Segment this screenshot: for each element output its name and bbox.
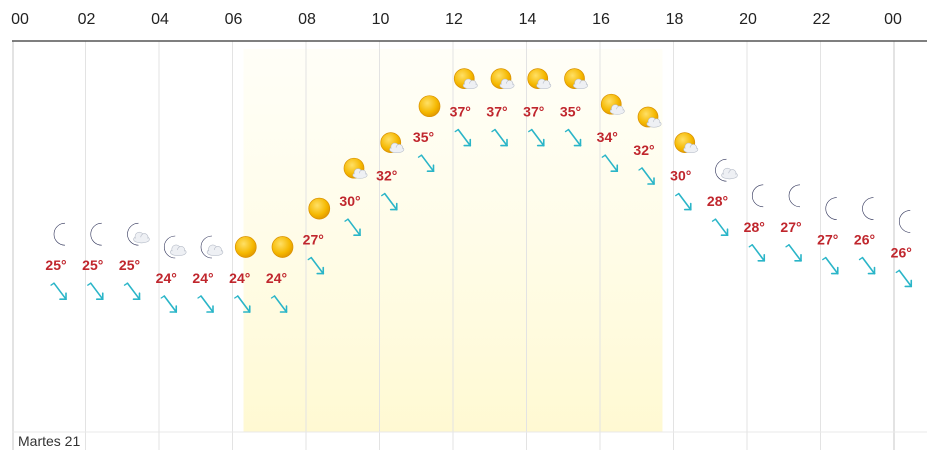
sun-icon [271, 236, 294, 258]
moon-icon [752, 184, 764, 208]
wind-arrow-icon [675, 192, 692, 211]
temperature-label: 35° [560, 104, 581, 120]
temperature-label: 26° [854, 232, 875, 248]
temperature-label: 27° [303, 232, 324, 248]
wind-arrow-icon [491, 128, 508, 147]
moon-icon [53, 222, 66, 246]
hour-ticks: 00 02 04 06 08 10 12 14 16 18 20 22 00 [11, 11, 902, 28]
temperature-label: 24° [266, 270, 287, 286]
temperature-label: 24° [229, 270, 250, 286]
wind-arrow-icon [528, 128, 545, 147]
temperature-label: 37° [486, 104, 507, 120]
moon-icon [825, 197, 837, 220]
weather-icons [53, 68, 911, 259]
temperature-label: 27° [780, 219, 801, 235]
sun-icon [308, 197, 331, 220]
temperature-label: 28° [707, 193, 728, 209]
temperature-labels: 25° 25° 25° 24° 24° 24° 24° 27° 30° 32° 35° 37° 37° 3… [45, 104, 911, 286]
temperature-label: 30° [670, 168, 691, 184]
day-label: Martes 21 [18, 433, 81, 449]
wind-arrow-icon [87, 282, 104, 301]
moon-cloud-icon [127, 222, 150, 246]
moon-icon [90, 222, 102, 246]
wind-arrow-icon [858, 256, 876, 275]
hour-tick-label: 08 [298, 11, 316, 28]
wind-arrow-icon [711, 218, 729, 236]
hour-tick-label: 10 [372, 11, 390, 28]
sun-cloud-icon [453, 68, 478, 90]
wind-arrow-icon [895, 269, 913, 288]
wind-arrow-icon [638, 167, 655, 185]
temperature-label: 25° [45, 257, 66, 273]
sun-cloud-icon [527, 68, 552, 90]
hour-tick-label: 16 [592, 11, 610, 28]
wind-arrow-icon [123, 282, 141, 301]
wind-arrows [50, 128, 913, 313]
hour-tick-label: 00 [11, 11, 29, 28]
hour-tick-label: 22 [813, 11, 831, 28]
hour-tick-label: 00 [884, 11, 902, 28]
moon-cloud-icon [715, 158, 738, 182]
wind-arrow-icon [454, 128, 472, 147]
temperature-label: 28° [744, 219, 765, 235]
temperature-label: 37° [523, 104, 544, 120]
moon-icon [899, 210, 911, 233]
wind-arrow-icon [307, 256, 325, 275]
sun-cloud-icon [564, 68, 588, 90]
moon-cloud-icon [200, 235, 224, 259]
wind-arrow-icon [417, 154, 435, 172]
wind-arrow-icon [601, 154, 619, 172]
moon-cloud-icon [164, 235, 187, 259]
temperature-label: 26° [891, 244, 912, 260]
sun-cloud-icon [380, 132, 405, 154]
temperature-label: 34° [597, 129, 618, 145]
wind-arrow-icon [344, 218, 361, 236]
temperature-label: 24° [156, 270, 177, 286]
wind-arrow-icon [822, 256, 839, 275]
wind-arrow-icon [160, 295, 178, 313]
temperature-label: 25° [82, 257, 103, 273]
wind-arrow-icon [748, 244, 766, 262]
hour-tick-label: 04 [151, 11, 169, 28]
hour-tick-label: 14 [519, 11, 537, 28]
hour-tick-label: 12 [445, 11, 463, 28]
temperature-label: 37° [450, 104, 471, 120]
moon-icon [788, 184, 801, 208]
wind-arrow-icon [381, 192, 398, 211]
sun-cloud-icon [637, 106, 662, 128]
hour-tick-label: 02 [78, 11, 96, 28]
wind-arrow-icon [197, 295, 214, 313]
temperature-label: 24° [192, 270, 213, 286]
hour-tick-label: 06 [225, 11, 243, 28]
sun-cloud-icon [490, 68, 515, 90]
sun-cloud-icon [343, 157, 368, 179]
temperature-label: 35° [413, 129, 434, 145]
wind-arrow-icon [50, 282, 67, 301]
sun-icon [234, 236, 257, 258]
grid-lines [12, 40, 927, 450]
hour-tick-label: 20 [739, 11, 757, 28]
moon-icon [862, 197, 874, 220]
sun-cloud-icon [674, 132, 699, 154]
temperature-label: 27° [817, 232, 838, 248]
hour-tick-label: 18 [666, 11, 684, 28]
wind-arrow-icon [785, 244, 802, 262]
temperature-label: 32° [376, 168, 397, 184]
temperature-label: 32° [633, 142, 654, 158]
wind-arrow-icon [270, 295, 288, 313]
sun-icon [418, 95, 441, 118]
temperature-label: 25° [119, 257, 140, 273]
wind-arrow-icon [234, 295, 251, 313]
temperature-label: 30° [339, 193, 360, 209]
wind-arrow-icon [564, 128, 582, 147]
sun-cloud-icon [600, 93, 625, 115]
